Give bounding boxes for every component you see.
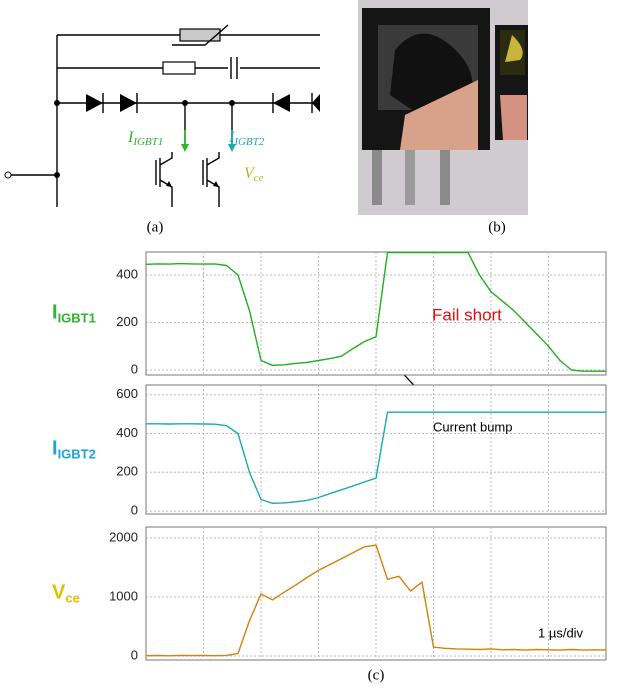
- y-tick-label: 0: [131, 503, 138, 518]
- title-main: I: [52, 438, 58, 460]
- signal-line: [145, 251, 606, 372]
- label-sub: ce: [254, 172, 264, 184]
- circuit: IIGBT1 IIGBT2 Vce: [4, 24, 320, 207]
- label-sub: IGBT1: [132, 136, 163, 148]
- annotation: Fail short: [432, 305, 502, 324]
- y-tick-label: 200: [116, 314, 138, 329]
- y-axis-title: Vce: [52, 582, 80, 606]
- caption: (a): [147, 219, 164, 235]
- label-main: I: [127, 129, 134, 146]
- title-sub: IGBT1: [58, 311, 96, 326]
- title-main: V: [52, 582, 66, 604]
- current-label: IIGBT2: [228, 129, 265, 148]
- y-tick-label: 200: [116, 464, 138, 479]
- y-tick-label: 600: [116, 386, 138, 401]
- label-main: I: [228, 129, 235, 146]
- signal-line: [145, 544, 607, 657]
- y-axis-title: IIGBT2: [52, 438, 96, 462]
- title-main: I: [52, 302, 58, 324]
- annotation: 1 µs/div: [538, 625, 584, 640]
- y-tick-label: 1000: [109, 588, 138, 603]
- label-main: V: [244, 165, 256, 182]
- y-tick-label: 400: [116, 425, 138, 440]
- current-label: IIGBT1: [127, 129, 163, 148]
- plot-frame: [145, 526, 607, 661]
- label-sub: IGBT2: [233, 136, 264, 148]
- y-tick-label: 0: [131, 361, 138, 376]
- photo: [358, 0, 528, 215]
- title-sub: IGBT2: [58, 447, 96, 462]
- signal-line: [146, 411, 606, 504]
- y-tick-label: 400: [116, 266, 138, 281]
- y-axis-title: IIGBT1: [52, 302, 96, 326]
- voltage-label: Vce: [244, 165, 264, 184]
- caption: (b): [488, 219, 506, 235]
- title-sub: ce: [65, 591, 79, 606]
- y-tick-label: 0: [131, 647, 138, 662]
- caption: (c): [368, 667, 385, 683]
- annotation: Current bump: [433, 419, 512, 434]
- y-tick-label: 2000: [109, 529, 138, 544]
